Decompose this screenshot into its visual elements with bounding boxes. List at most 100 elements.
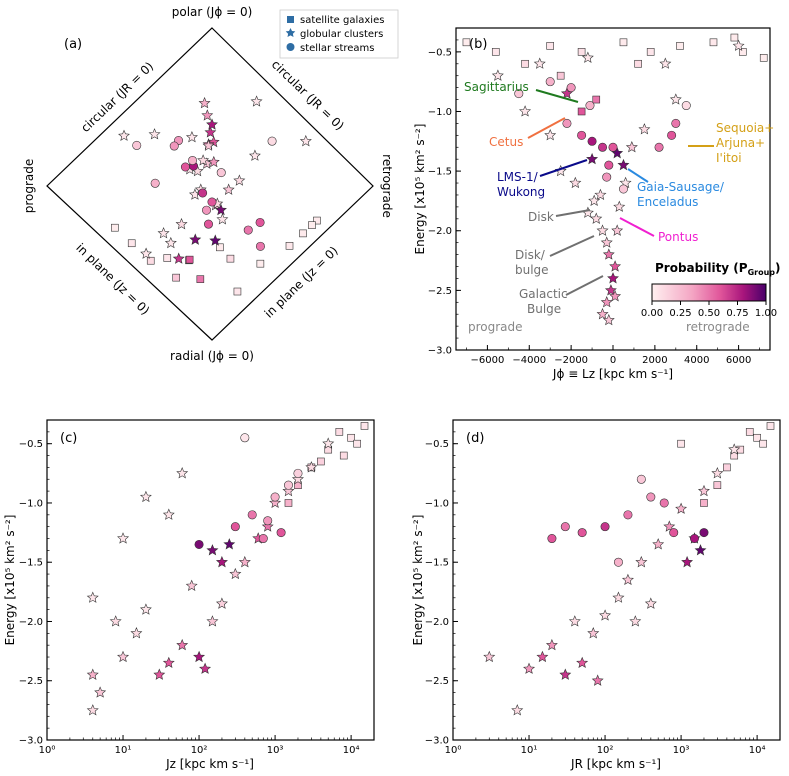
panel-a-edge-ll: in plane (Jz = 0) <box>73 241 152 318</box>
d-point-square <box>713 481 722 489</box>
d-point-circle <box>689 534 699 544</box>
c-point-star <box>193 650 206 663</box>
c-point-star <box>109 615 122 627</box>
b-xtick-label: 6000 <box>726 355 751 366</box>
a-point-square <box>299 229 307 238</box>
c-point-square <box>360 422 369 430</box>
a-point-square <box>185 255 194 264</box>
panel-b: (b) −6000 −4000 −2000 0 2000 4000 6000 −3.0 −2.5… <box>413 27 781 381</box>
panel-b-markers <box>462 33 768 326</box>
legend-label-2: stellar streams <box>300 43 375 54</box>
arrow-diskb <box>549 235 595 257</box>
b-point-square <box>577 107 586 116</box>
panel-b-ticks: −6000 −4000 −2000 0 2000 4000 6000 −3.0 −2.5 −2.0… <box>428 39 760 366</box>
panel-a-right-label: retrograde <box>380 154 394 218</box>
d-point-circle <box>669 528 679 538</box>
b-point-star <box>602 248 615 260</box>
c-point-circle <box>276 528 286 538</box>
c-ytick-label: −1.0 <box>19 498 43 509</box>
d-point-star <box>559 668 572 680</box>
b-point-star <box>617 158 630 171</box>
d-xtick-label: 10⁴ <box>749 745 766 756</box>
b-ytick-label: −3.0 <box>428 346 452 357</box>
b-point-circle <box>671 118 681 128</box>
d-point-star <box>644 597 657 609</box>
a-point-circle <box>150 178 160 188</box>
d-point-star <box>697 484 710 497</box>
d-point-star <box>681 555 694 568</box>
b-point-star <box>569 176 582 189</box>
ann-lms1-b: Wukong <box>497 185 545 199</box>
b-point-circle <box>585 101 595 111</box>
b-point-square <box>546 42 555 50</box>
colorbar <box>651 283 767 302</box>
c-point-square <box>317 457 325 466</box>
c-point-star <box>130 627 143 639</box>
a-point-star <box>198 96 211 109</box>
legend-star-icon <box>285 28 296 37</box>
ann-seq-a: Sequoia+ <box>716 121 774 135</box>
b-point-circle <box>577 130 587 140</box>
d-ytick-label: −1.5 <box>425 558 449 569</box>
b-xtick-label: −2000 <box>554 355 588 366</box>
b-point-star <box>611 224 624 236</box>
a-point-square <box>285 241 294 250</box>
d-point-star <box>536 650 549 663</box>
b-point-circle <box>681 101 691 111</box>
b-point-square <box>730 33 739 42</box>
b-point-star <box>609 290 622 302</box>
panel-d-ylabel: Energy [x10⁵ km² s⁻²] <box>411 515 425 646</box>
a-point-star <box>175 217 188 230</box>
panel-d-label: (d) <box>466 431 484 446</box>
b-point-square <box>759 54 768 62</box>
panel-b-annotations: Sagittarius Cetus LMS-1/ Wukong Gaia-Sau… <box>464 80 774 316</box>
d-xtick-label: 10² <box>597 745 614 756</box>
c-point-star <box>117 650 130 663</box>
d-ytick-label: −0.5 <box>425 439 449 450</box>
a-point-star <box>202 139 215 151</box>
d-point-square <box>723 463 731 472</box>
d-point-star <box>635 555 648 568</box>
b-point-square <box>556 71 565 80</box>
d-point-circle <box>659 498 669 508</box>
c-xtick-label: 10³ <box>267 745 284 756</box>
c-point-circle <box>293 468 303 478</box>
a-point-square <box>163 254 172 262</box>
c-point-star <box>86 704 99 716</box>
c-point-star <box>215 555 228 568</box>
a-point-star <box>214 203 227 216</box>
b-point-circle <box>545 77 555 87</box>
b-point-star <box>581 51 594 63</box>
d-point-star <box>599 609 612 621</box>
a-point-star <box>201 109 214 121</box>
c-point-star <box>238 555 251 568</box>
c-point-circle <box>258 534 268 544</box>
c-point-star <box>176 638 189 651</box>
b-point-star <box>594 188 607 201</box>
c-point-circle <box>270 492 280 502</box>
arrow-pontus <box>619 217 655 237</box>
a-point-star <box>140 247 153 259</box>
a-point-star <box>118 129 130 141</box>
c-point-square <box>284 499 293 507</box>
a-point-star <box>248 149 261 161</box>
b-point-circle <box>562 118 572 128</box>
ann-diskb-b: bulge <box>515 263 549 277</box>
a-point-square <box>127 239 136 248</box>
ann-gb-b: Bulge <box>527 302 561 316</box>
d-point-star <box>545 638 558 651</box>
c-point-circle <box>247 510 257 520</box>
c-point-star <box>199 662 212 674</box>
b-point-star <box>604 284 617 296</box>
b-point-circle <box>598 142 608 152</box>
b-point-star <box>659 57 672 69</box>
a-point-star <box>207 155 220 168</box>
c-xtick-label: 10² <box>191 745 208 756</box>
a-point-square <box>308 221 316 229</box>
panel-d-xlabel: JR [kpc km s⁻¹] <box>570 757 661 771</box>
colorbar-tick-label: 0.50 <box>698 308 720 319</box>
panel-b-ylabel: Energy [x10⁵ km² s⁻²] <box>413 124 427 255</box>
legend: satellite galaxies globular clusters ste… <box>279 9 399 59</box>
a-point-square <box>233 287 242 296</box>
panel-a: (a) polar (Jϕ = 0) radial (Jϕ = 0) progr… <box>22 5 394 363</box>
